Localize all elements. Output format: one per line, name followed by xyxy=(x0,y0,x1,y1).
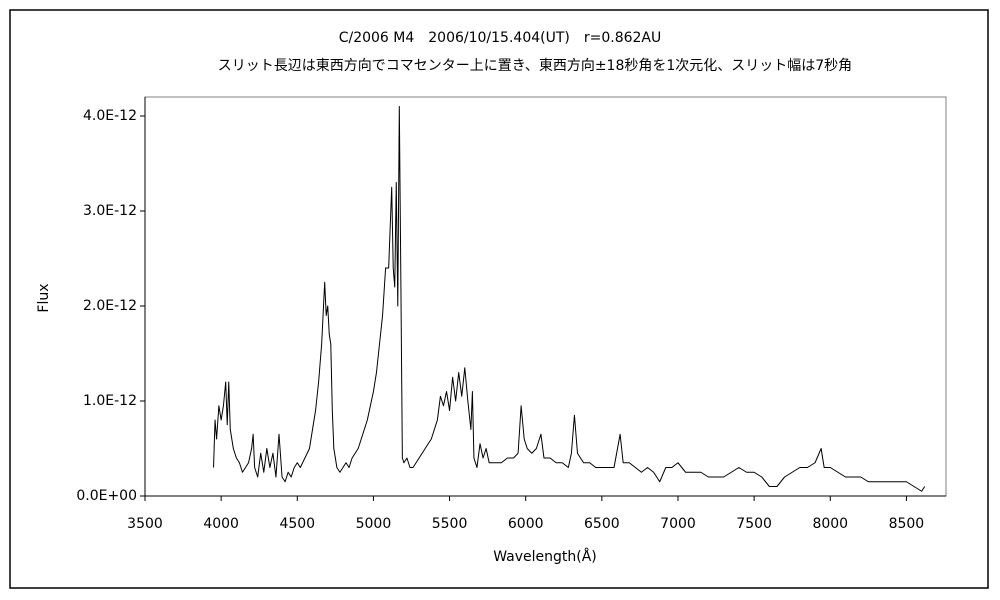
y-tick-label: 2.0E-12 xyxy=(83,298,137,314)
y-axis-label: Flux xyxy=(36,283,52,312)
y-tick-label: 3.0E-12 xyxy=(83,203,137,219)
y-tick-label: 0.0E+00 xyxy=(76,488,137,504)
spectrum-line xyxy=(213,106,926,492)
x-tick-label: 7000 xyxy=(660,516,696,532)
x-tick-label: 6500 xyxy=(584,516,620,532)
x-tick-label: 6000 xyxy=(508,516,544,532)
x-tick-label: 5000 xyxy=(356,516,392,532)
x-tick-label: 4000 xyxy=(203,516,239,532)
x-tick-label: 3500 xyxy=(127,516,163,532)
x-tick-label: 8000 xyxy=(812,516,848,532)
y-tick-label: 4.0E-12 xyxy=(83,108,137,124)
x-tick-label: 8500 xyxy=(889,516,925,532)
x-axis-label: Wavelength(Å) xyxy=(493,548,597,565)
x-tick-label: 5500 xyxy=(432,516,468,532)
chart-title: C/2006 M4 2006/10/15.404(UT) r=0.862AU xyxy=(339,30,662,46)
chart-border xyxy=(9,9,989,589)
y-tick-label: 1.0E-12 xyxy=(83,393,137,409)
x-tick-label: 4500 xyxy=(279,516,315,532)
chart-subtitle: スリット長辺は東西方向でコマセンター上に置き、東西方向±18秒角を1次元化、スリ… xyxy=(218,58,852,74)
x-tick-label: 7500 xyxy=(736,516,772,532)
